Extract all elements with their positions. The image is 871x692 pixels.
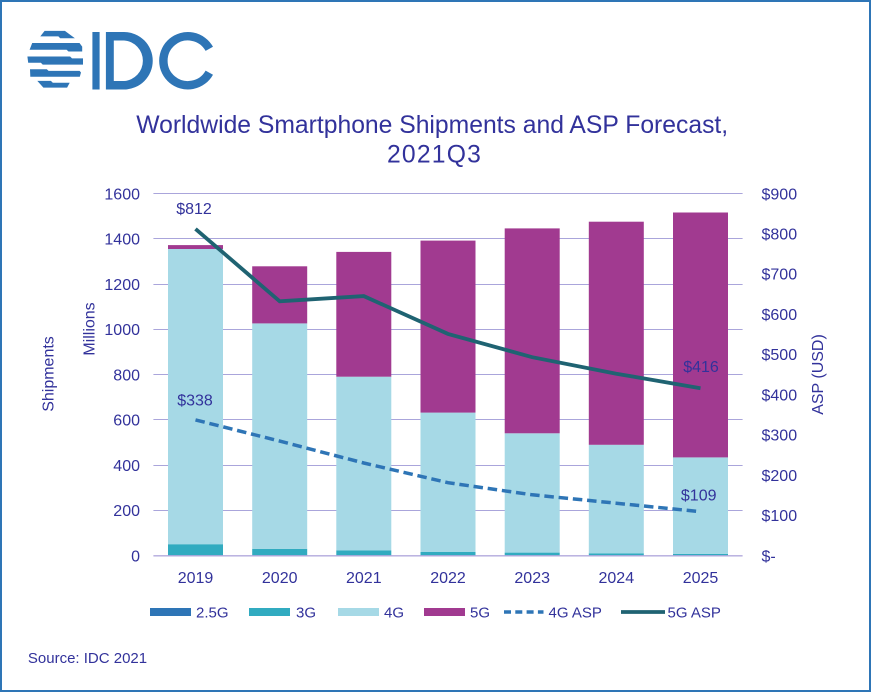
svg-text:1600: 1600 bbox=[104, 186, 140, 203]
svg-text:$338: $338 bbox=[177, 392, 213, 409]
svg-text:2019: 2019 bbox=[178, 570, 214, 587]
svg-text:1000: 1000 bbox=[104, 322, 140, 339]
svg-text:$416: $416 bbox=[683, 359, 719, 376]
svg-text:2021: 2021 bbox=[346, 570, 382, 587]
svg-text:Shipments: Shipments bbox=[40, 336, 57, 412]
svg-text:2022: 2022 bbox=[430, 570, 466, 587]
svg-text:$-: $- bbox=[762, 548, 776, 565]
svg-text:400: 400 bbox=[113, 458, 140, 475]
svg-text:2023: 2023 bbox=[514, 570, 550, 587]
svg-text:$900: $900 bbox=[762, 186, 798, 203]
svg-text:$600: $600 bbox=[762, 307, 798, 324]
svg-text:3G: 3G bbox=[296, 605, 316, 622]
svg-text:4G: 4G bbox=[384, 605, 404, 622]
svg-text:800: 800 bbox=[113, 367, 140, 384]
svg-text:ASP (USD): ASP (USD) bbox=[810, 334, 827, 415]
svg-text:4G ASP: 4G ASP bbox=[549, 605, 602, 622]
svg-text:2025: 2025 bbox=[683, 570, 719, 587]
svg-text:5G: 5G bbox=[470, 605, 490, 622]
svg-text:2.5G: 2.5G bbox=[196, 605, 229, 622]
svg-text:$700: $700 bbox=[762, 267, 798, 284]
svg-text:1400: 1400 bbox=[104, 232, 140, 249]
svg-text:$300: $300 bbox=[762, 428, 798, 445]
svg-text:$109: $109 bbox=[681, 487, 717, 504]
svg-text:Source: IDC 2021: Source: IDC 2021 bbox=[28, 650, 147, 667]
svg-text:$200: $200 bbox=[762, 468, 798, 485]
svg-text:$100: $100 bbox=[762, 508, 798, 525]
svg-text:200: 200 bbox=[113, 503, 140, 520]
svg-text:5G ASP: 5G ASP bbox=[668, 605, 721, 622]
svg-text:2021Q3: 2021Q3 bbox=[387, 141, 482, 168]
svg-text:Millions: Millions bbox=[82, 302, 99, 355]
svg-text:$400: $400 bbox=[762, 387, 798, 404]
svg-text:Worldwide Smartphone Shipments: Worldwide Smartphone Shipments and ASP F… bbox=[136, 112, 728, 139]
svg-text:600: 600 bbox=[113, 413, 140, 430]
svg-text:0: 0 bbox=[131, 548, 140, 565]
svg-text:1200: 1200 bbox=[104, 277, 140, 294]
svg-text:2024: 2024 bbox=[599, 570, 635, 587]
svg-text:$800: $800 bbox=[762, 227, 798, 244]
svg-text:$500: $500 bbox=[762, 347, 798, 364]
svg-text:2020: 2020 bbox=[262, 570, 298, 587]
svg-text:$812: $812 bbox=[176, 201, 212, 218]
